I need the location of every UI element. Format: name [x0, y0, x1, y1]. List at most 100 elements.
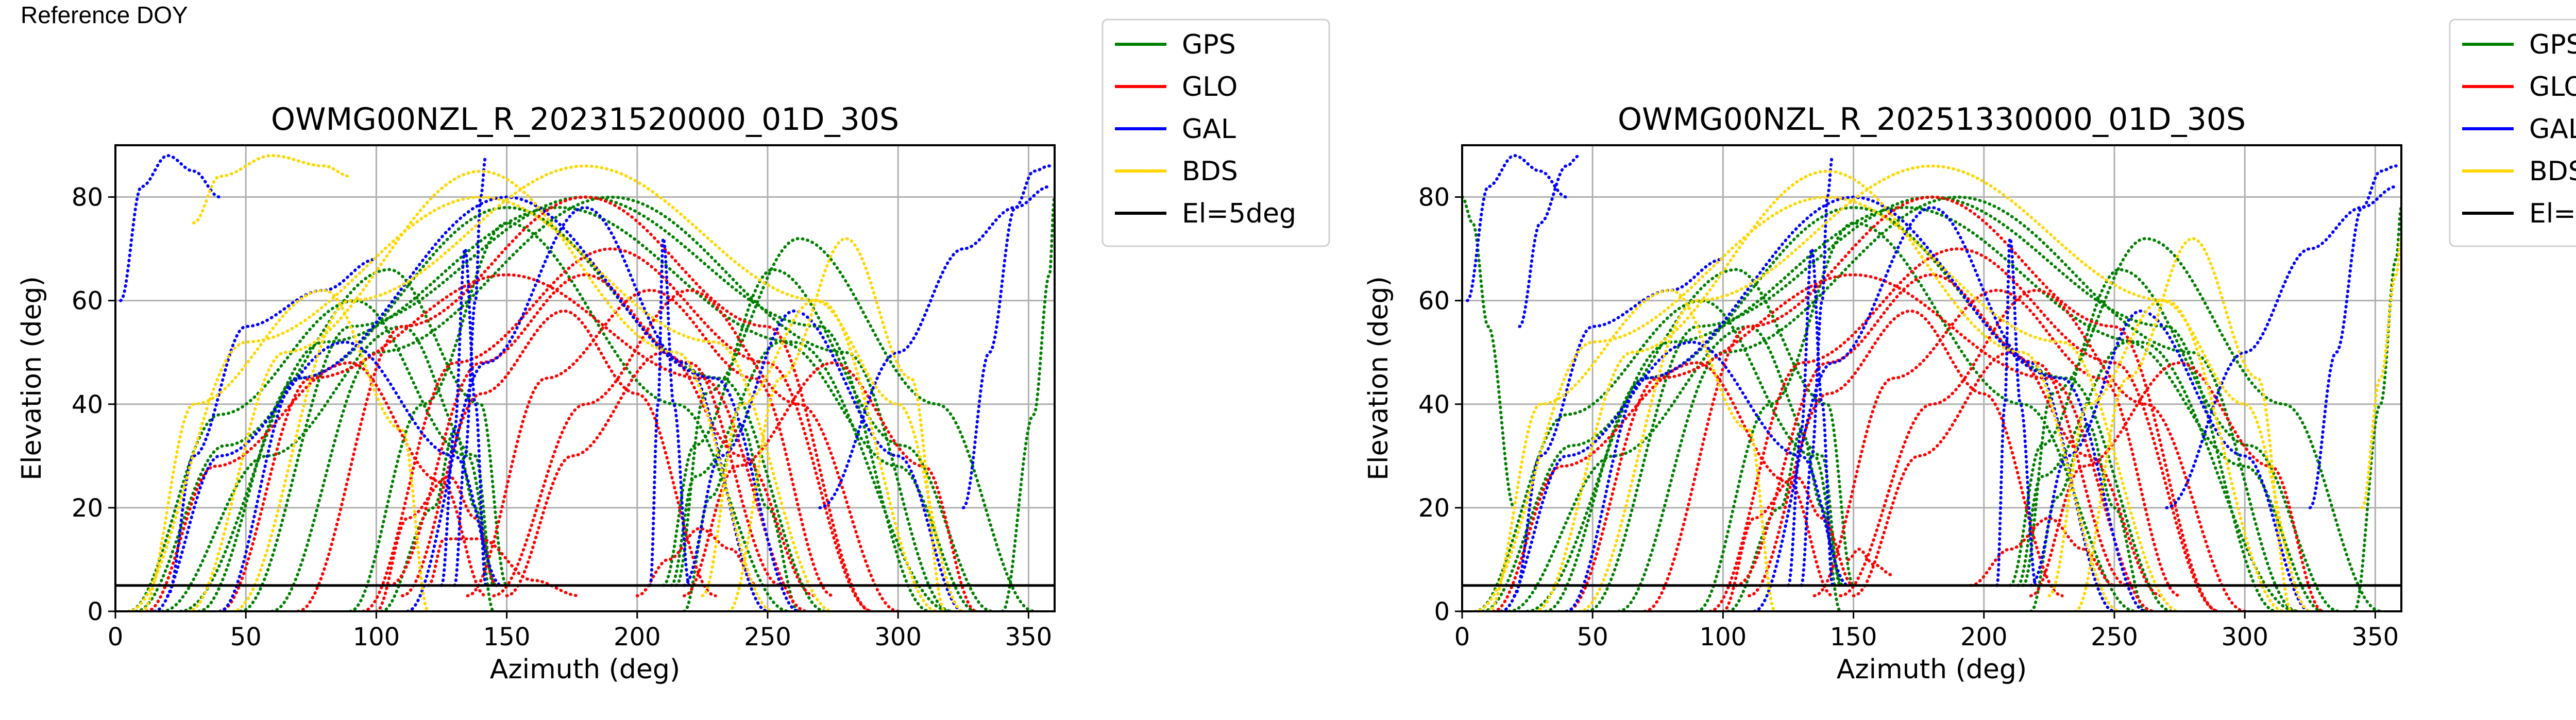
- x-tick-label: 150: [483, 623, 531, 652]
- track-gps-6: [674, 236, 1036, 611]
- track-glo-10: [1708, 247, 2221, 611]
- legend-item-glo: GLO: [1115, 72, 1238, 102]
- axes-frame: [114, 144, 1056, 612]
- legend-label: El=5deg: [2529, 198, 2576, 229]
- track-glo-13: [1846, 547, 1894, 577]
- track-glo-9: [1565, 273, 2155, 611]
- track-bds-7: [1486, 288, 1777, 611]
- track-gps-8: [1695, 221, 2137, 611]
- legend-label: GLO: [2529, 72, 2576, 102]
- series-gal: [119, 154, 1051, 611]
- track-gps-7: [1617, 195, 2299, 611]
- track-glo-6: [466, 288, 835, 597]
- x-tick-label: 0: [1454, 623, 1470, 652]
- axes-frame: [1461, 144, 2402, 612]
- x-tick-label: 350: [2352, 623, 2399, 652]
- track-glo-8: [2029, 361, 2325, 611]
- track-gps-6: [2021, 236, 2382, 611]
- legend-label: GAL: [2529, 114, 2576, 145]
- track-bds-6: [192, 154, 352, 225]
- legend-item-gal: GAL: [1115, 114, 1236, 145]
- y-tick-label: 40: [1418, 390, 1450, 419]
- track-gal-5: [119, 154, 222, 302]
- track-gal-6: [1513, 258, 1725, 597]
- track-gal-12: [1518, 154, 1581, 328]
- track-glo-7: [505, 351, 817, 597]
- track-glo-11: [1643, 195, 2221, 611]
- legend-item-gps: GPS: [2462, 29, 2576, 60]
- track-gps-14: [2352, 205, 2401, 611]
- x-tick-label: 0: [108, 623, 124, 652]
- track-gal-8: [2165, 185, 2398, 509]
- skyplot-panel-2: 0 50 100 150 200 250 300 350 0 20 40 60 80 OWMG00NZL_…: [1363, 19, 2576, 685]
- legend-label: BDS: [1182, 156, 1238, 187]
- x-tick-label: 50: [1577, 623, 1608, 652]
- track-glo-12: [296, 195, 874, 611]
- y-axis-label: Elevation (deg): [1363, 276, 1394, 481]
- track-gps-13: [179, 205, 952, 611]
- track-gps-5: [2008, 268, 2341, 611]
- track-gal-8: [818, 185, 1051, 509]
- track-gps-8: [348, 221, 790, 611]
- track-glo-5: [401, 309, 717, 597]
- legend-label: El=5deg: [1182, 198, 1296, 229]
- y-tick-label: 20: [72, 494, 103, 523]
- track-glo-9: [682, 361, 978, 611]
- x-tick-label: 250: [744, 623, 791, 652]
- track-gps-5: [662, 268, 994, 611]
- x-axis-label: Azimuth (deg): [490, 654, 680, 685]
- track-bds-4: [2074, 236, 2294, 611]
- track-gps-12: [2016, 340, 2325, 611]
- track-glo-13: [492, 288, 900, 611]
- track-gal-9: [682, 309, 965, 611]
- track-bds-6: [2361, 237, 2401, 509]
- series-bds: [1473, 164, 2401, 611]
- legend-item-bds: BDS: [2462, 156, 2576, 187]
- track-gps-3: [1481, 268, 1855, 611]
- track-gal-4: [218, 195, 801, 611]
- legend-item-gps: GPS: [1115, 29, 1236, 60]
- track-glo-4: [1748, 309, 2064, 597]
- legend-item-el-5deg: El=5deg: [1115, 198, 1296, 229]
- track-glo-3: [635, 527, 759, 597]
- x-tick-label: 250: [2091, 623, 2138, 652]
- legend-label: BDS: [2529, 156, 2576, 187]
- x-tick-label: 100: [353, 623, 400, 652]
- y-tick-label: 40: [72, 390, 103, 419]
- track-gal-5: [1466, 154, 1568, 302]
- track-bds-2: [231, 164, 939, 611]
- track-gps-12: [669, 340, 978, 611]
- track-glo-3: [1734, 273, 2129, 587]
- grid: [1461, 145, 2401, 612]
- track-gal-6: [166, 258, 378, 597]
- x-tick-label: 350: [1005, 623, 1053, 652]
- track-gps-2: [197, 205, 827, 611]
- x-tick-label: 100: [1700, 623, 1747, 652]
- track-bds-4: [727, 236, 947, 611]
- x-tick-label: 300: [2221, 623, 2268, 652]
- track-bds-3: [1473, 195, 2181, 611]
- track-glo-7: [1492, 361, 1835, 611]
- track-gps-14: [1001, 195, 1055, 611]
- track-glo-10: [218, 273, 808, 611]
- legend-label: GLO: [1182, 72, 1238, 102]
- x-tick-label: 300: [874, 623, 922, 652]
- y-tick-label: 0: [87, 597, 103, 626]
- grid: [114, 145, 1055, 612]
- legend-item-el-5deg: El=5deg: [2462, 198, 2576, 229]
- track-gal-7: [961, 164, 1051, 509]
- track-gal-9: [2029, 309, 2312, 611]
- track-bds-3: [127, 195, 835, 611]
- track-glo-12: [1839, 288, 2247, 611]
- y-tick-label: 0: [1434, 597, 1450, 626]
- x-tick-label: 50: [230, 623, 262, 652]
- track-gps-13: [1526, 205, 2299, 611]
- x-tick-label: 200: [614, 623, 661, 652]
- legend-item-glo: GLO: [2462, 72, 2576, 102]
- legend-box: [2449, 19, 2576, 247]
- legend-item-gal: GAL: [2462, 114, 2576, 145]
- chart-title: OWMG00NZL_R_20231520000_01D_30S: [271, 101, 899, 138]
- page-title: Reference DOY: [21, 2, 188, 28]
- legend: GPS GLO GAL BDS El=5deg: [1101, 19, 1330, 247]
- track-bds-7: [140, 288, 430, 611]
